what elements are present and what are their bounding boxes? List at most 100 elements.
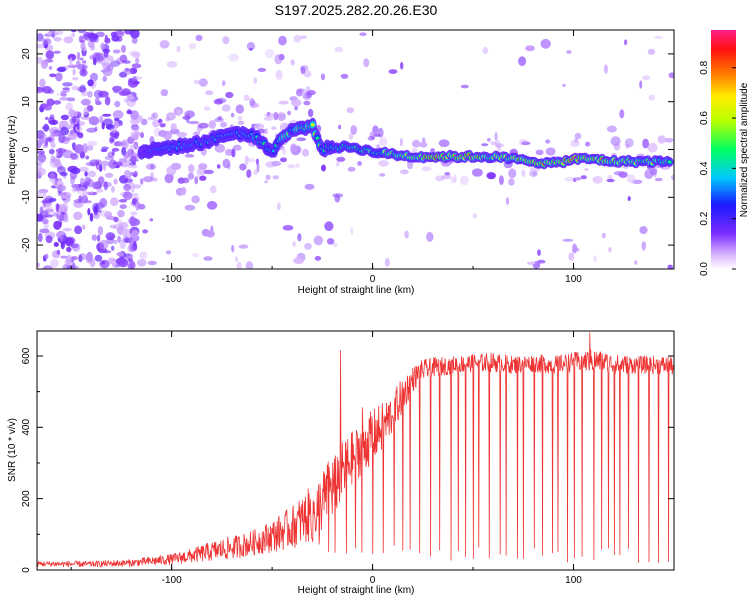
chart-title: S197.2025.282.20.26.E30 <box>275 2 438 18</box>
noise-blob <box>52 100 62 105</box>
noise-blob <box>472 213 477 219</box>
noise-blob <box>152 119 160 128</box>
noise-blob <box>657 135 666 144</box>
noise-blob <box>56 169 64 173</box>
noise-blob <box>52 212 58 217</box>
noise-blob <box>132 242 138 251</box>
noise-blob <box>641 241 647 251</box>
noise-blob <box>122 139 129 150</box>
noise-blob <box>338 124 342 130</box>
noise-blob <box>498 175 504 186</box>
noise-blob <box>45 116 49 120</box>
noise-blob <box>639 80 643 89</box>
noise-blob <box>668 72 674 79</box>
noise-blob <box>79 57 84 61</box>
noise-blob <box>152 177 158 182</box>
noise-blob <box>203 106 211 111</box>
noise-blob <box>59 97 70 101</box>
noise-blob <box>102 164 107 171</box>
noise-blob <box>193 79 200 85</box>
snr-y-tick-label: 200 <box>21 490 32 507</box>
noise-blob <box>86 32 98 39</box>
noise-blob <box>71 256 78 261</box>
noise-blob <box>624 138 634 148</box>
noise-blob <box>237 120 245 126</box>
noise-blob <box>76 51 81 61</box>
noise-blob <box>111 150 115 156</box>
noise-blob <box>122 68 133 75</box>
noise-blob <box>123 169 132 179</box>
noise-blob <box>634 260 638 265</box>
noise-blob <box>37 213 44 222</box>
noise-blob <box>203 169 214 175</box>
noise-blob <box>537 259 546 264</box>
noise-blob <box>303 70 312 78</box>
noise-blob <box>481 143 489 147</box>
snr-y-tick-label: 400 <box>21 419 32 436</box>
noise-blob <box>39 154 45 158</box>
noise-blob <box>295 163 300 168</box>
noise-blob <box>540 38 551 49</box>
noise-blob <box>89 212 94 222</box>
noise-blob <box>497 143 502 153</box>
noise-blob <box>89 159 100 167</box>
colorbar-tick-label: 0.0 <box>699 262 710 276</box>
noise-blob <box>170 123 177 131</box>
noise-blob <box>49 114 55 120</box>
noise-blob <box>113 178 118 185</box>
noise-blob <box>188 120 200 125</box>
noise-blob <box>163 130 173 140</box>
noise-blob <box>216 164 221 169</box>
noise-blob <box>100 160 110 166</box>
noise-blob <box>70 167 81 174</box>
noise-blob <box>165 250 172 255</box>
noise-blob <box>256 162 260 173</box>
noise-blob <box>232 144 242 151</box>
noise-blob <box>40 59 49 69</box>
noise-blob <box>276 202 281 211</box>
noise-blob <box>239 163 247 171</box>
noise-blob <box>133 170 138 177</box>
noise-blob <box>129 67 138 75</box>
noise-blob <box>601 232 606 239</box>
noise-blob <box>165 117 171 122</box>
noise-blob <box>198 163 208 170</box>
noise-blob <box>53 220 62 230</box>
noise-blob <box>133 184 142 189</box>
noise-blob <box>78 195 83 203</box>
noise-blob <box>363 58 370 68</box>
noise-blob <box>103 49 109 58</box>
noise-blob <box>70 243 79 249</box>
noise-blob <box>346 107 355 114</box>
noise-blob <box>521 141 531 146</box>
noise-blob <box>265 174 271 180</box>
noise-blob <box>419 142 428 148</box>
noise-blob <box>593 255 597 263</box>
noise-blob <box>300 66 306 75</box>
noise-blob <box>147 260 157 266</box>
noise-blob <box>537 249 541 256</box>
noise-blob <box>130 155 137 164</box>
noise-blob <box>574 177 582 181</box>
noise-blob <box>74 144 84 154</box>
noise-blob <box>87 90 93 98</box>
noise-blob <box>135 57 140 64</box>
noise-blob <box>116 251 125 257</box>
noise-blob <box>508 168 517 179</box>
noise-blob <box>129 50 139 57</box>
noise-blob <box>45 195 54 204</box>
noise-blob <box>104 96 111 106</box>
noise-blob <box>618 171 628 178</box>
noise-blob <box>411 139 421 148</box>
noise-blob <box>220 121 228 128</box>
snr-y-tick-label: 0 <box>21 567 32 573</box>
snr-x-tick-label: -100 <box>162 575 182 586</box>
noise-blob <box>176 109 182 117</box>
noise-blob <box>296 137 307 142</box>
noise-blob <box>184 110 195 118</box>
noise-blob <box>55 203 60 213</box>
noise-blob <box>192 253 200 258</box>
noise-blob <box>293 257 304 265</box>
noise-blob <box>357 161 362 166</box>
